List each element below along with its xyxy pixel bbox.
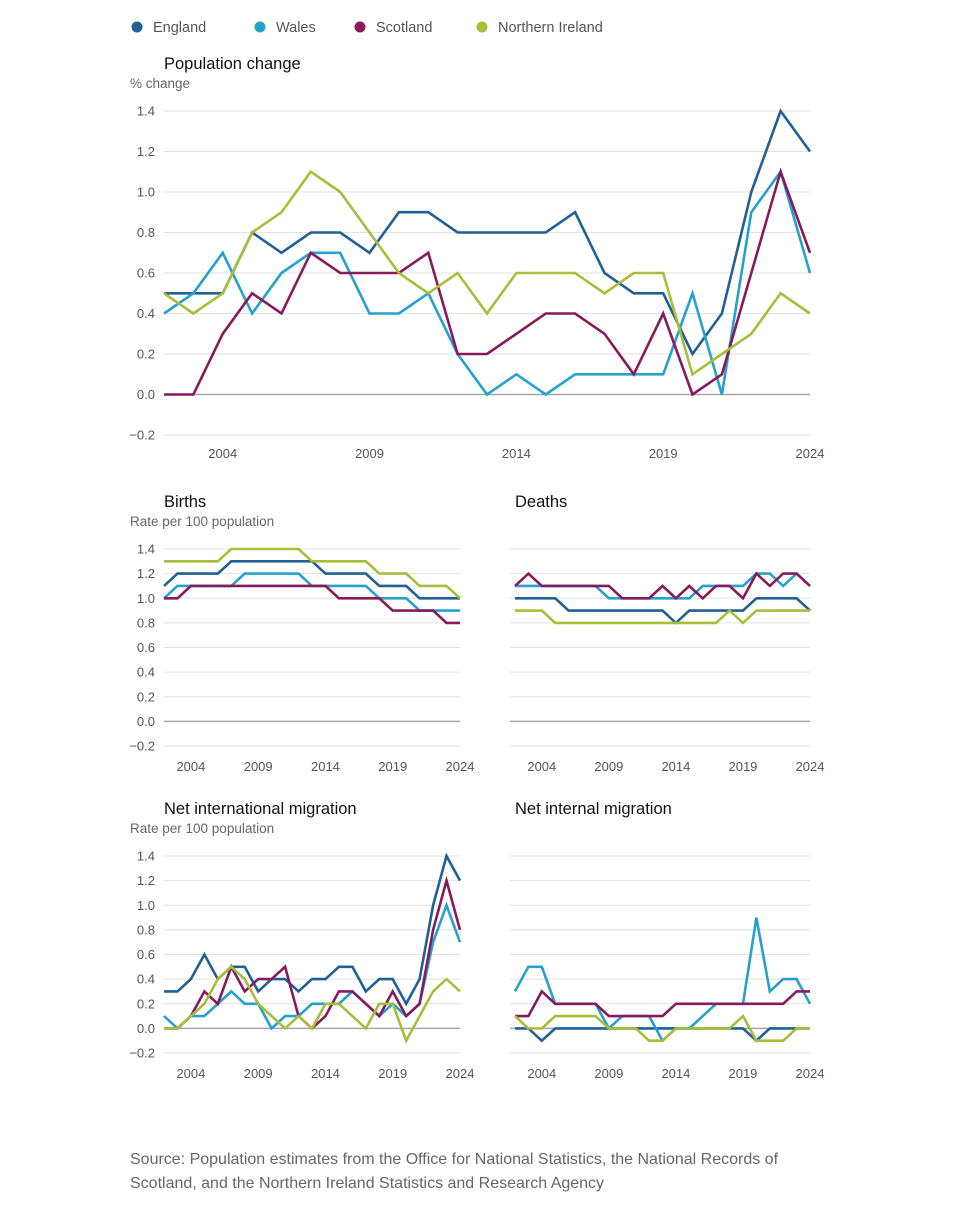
legend-item-wales: Wales (254, 20, 316, 36)
y-tick-label: 0.2 (137, 689, 155, 704)
x-tick-label: 2019 (378, 759, 407, 774)
legend-marker (354, 21, 366, 33)
y-tick-label: 1.2 (137, 144, 155, 159)
x-tick-label: 2009 (594, 1066, 623, 1081)
y-tick-label: 0.8 (137, 922, 155, 937)
x-tick-label: 2024 (446, 1066, 475, 1081)
series-line-scotland (514, 571, 811, 601)
x-tick-label: 2024 (796, 1066, 825, 1081)
series-line-northern-ireland (164, 965, 461, 1044)
source-note: Source: Population estimates from the Of… (130, 1151, 779, 1192)
y-tick-label: 1.0 (137, 591, 155, 606)
chart-net-internal-migration: Net internal migration 2004 2009 2014 2019 20… (510, 800, 824, 1081)
y-tick-label: 0.4 (137, 306, 155, 321)
x-tick-label: 2019 (728, 1066, 757, 1081)
chart-title: Net international migration (164, 800, 357, 818)
x-tick-label: 2014 (311, 1066, 340, 1081)
x-tick-label: 2014 (311, 759, 340, 774)
x-tick-label: 2014 (661, 1066, 690, 1081)
series-line-wales (163, 572, 460, 612)
series-line-scotland (515, 989, 810, 1018)
series-line-wales (163, 168, 812, 397)
x-tick-label: 2024 (796, 446, 825, 461)
series-line-scotland (164, 167, 812, 397)
x-tick-label: 2009 (594, 759, 623, 774)
chart-births: Births Rate per 100 population −0.2 0.0 0.2 0… (129, 493, 474, 774)
y-axis-label: % change (130, 76, 190, 91)
series-line-scotland (164, 584, 460, 625)
legend-label: Northern Ireland (498, 20, 603, 36)
legend-label: England (153, 20, 206, 36)
series-line-northern-ireland (164, 547, 461, 600)
chart-title: Population change (164, 55, 301, 73)
x-tick-label: 2019 (728, 759, 757, 774)
series-line-england (163, 559, 460, 600)
legend-item-northern-ireland: Northern Ireland (476, 20, 603, 36)
legend-marker (476, 21, 488, 33)
y-tick-label: 1.4 (137, 104, 155, 119)
legend-label: Wales (276, 20, 316, 36)
y-tick-label: 0.6 (137, 266, 155, 281)
series-line-england (164, 852, 462, 1007)
legend-marker (254, 21, 266, 33)
y-tick-label: 0.0 (137, 714, 155, 729)
legend-label: Scotland (376, 20, 432, 36)
legend-item-scotland: Scotland (354, 20, 432, 36)
y-tick-label: 1.4 (137, 849, 155, 864)
y-tick-label: 0.4 (137, 665, 155, 680)
y-tick-label: 0.2 (137, 347, 155, 362)
series-line-northern-ireland (514, 1014, 810, 1042)
x-tick-label: 2019 (378, 1066, 407, 1081)
y-tick-label: 0.2 (137, 996, 155, 1011)
x-tick-label: 2014 (502, 446, 531, 461)
legend-item-england: England (131, 20, 206, 36)
series-line-england (515, 596, 811, 625)
chart-title: Births (164, 493, 206, 511)
y-tick-label: 0.4 (137, 972, 155, 987)
legend-marker (131, 21, 143, 33)
chart-population-change: Population change % change −0.2 0.0 0.2 0.4 0.… (129, 55, 824, 461)
series-line-england (164, 108, 812, 357)
x-tick-label: 2019 (649, 446, 678, 461)
y-tick-label: 0.8 (137, 225, 155, 240)
chart-title: Deaths (515, 493, 567, 511)
y-tick-label: −0.2 (129, 428, 155, 443)
y-tick-label: 1.0 (137, 898, 155, 913)
x-tick-label: 2004 (208, 446, 237, 461)
y-tick-label: 0.6 (137, 640, 155, 655)
y-tick-label: 0.0 (137, 1021, 155, 1036)
series-line-northern-ireland (163, 169, 811, 377)
x-tick-label: 2009 (355, 446, 384, 461)
y-tick-label: 1.2 (137, 566, 155, 581)
y-tick-label: −0.2 (129, 739, 155, 754)
y-tick-label: 0.8 (137, 615, 155, 630)
y-axis-label: Rate per 100 population (130, 821, 274, 836)
x-tick-label: 2004 (527, 1066, 556, 1081)
chart-net-international-migration: Net international migration Rate per 100 … (129, 800, 474, 1081)
series-line-wales (163, 901, 462, 1031)
x-tick-label: 2014 (661, 759, 690, 774)
y-axis-label: Rate per 100 population (130, 514, 274, 529)
chart-title: Net internal migration (515, 800, 672, 818)
x-tick-label: 2009 (244, 759, 273, 774)
y-tick-label: 1.4 (137, 542, 155, 557)
series-line-northern-ireland (515, 608, 810, 625)
x-tick-label: 2024 (446, 759, 475, 774)
y-tick-label: 1.0 (137, 185, 155, 200)
y-tick-label: −0.2 (129, 1046, 155, 1061)
y-tick-label: 0.6 (137, 947, 155, 962)
series-line-england (515, 1027, 810, 1043)
x-tick-label: 2004 (176, 759, 205, 774)
y-tick-label: 0.0 (137, 387, 155, 402)
y-tick-label: 1.2 (137, 873, 155, 888)
x-tick-label: 2004 (176, 1066, 205, 1081)
x-tick-label: 2009 (244, 1066, 273, 1081)
x-tick-label: 2004 (527, 759, 556, 774)
x-tick-label: 2024 (796, 759, 825, 774)
chart-deaths: Deaths 2004 2009 2014 2019 2024 (510, 493, 824, 774)
